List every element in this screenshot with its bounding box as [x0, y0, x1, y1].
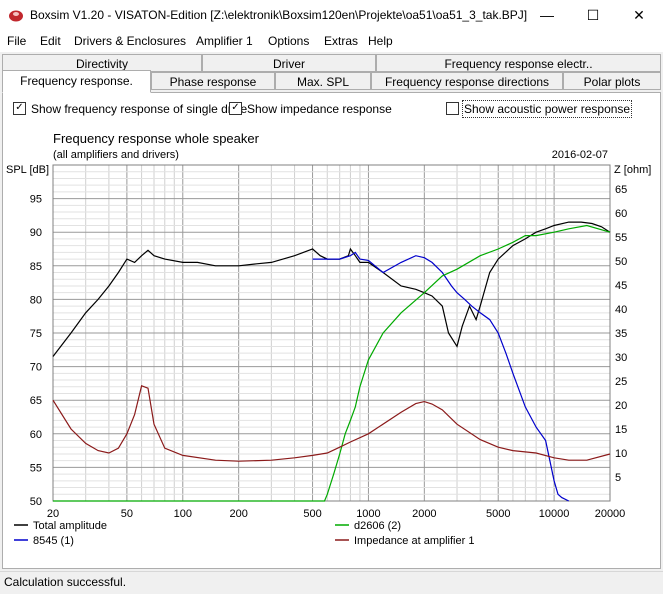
maximize-button[interactable]: ☐	[586, 7, 600, 23]
status-bar	[0, 571, 663, 594]
frequency-response-chart: 20 50 100 200 500 1000 2000 5000 10000 20000 95 90 8…	[6, 131, 651, 547]
tab-phase-response[interactable]: Phase response	[151, 72, 275, 90]
y-right-tick-label: 25	[615, 376, 627, 388]
legend-label: Impedance at amplifier 1	[354, 535, 474, 547]
y-axis-right-label: Z [ohm]	[614, 164, 651, 176]
status-text: Calculation successful.	[4, 575, 127, 589]
y-right-tick-label: 40	[615, 304, 627, 316]
y-tick-label: 95	[30, 194, 42, 206]
series-line-2	[53, 224, 611, 502]
tab-frequency-response-electr[interactable]: Frequency response electr..	[376, 54, 661, 72]
menu-help[interactable]: Help	[368, 34, 393, 48]
title-bar	[0, 0, 663, 30]
legend-label: Total amplitude	[33, 520, 107, 532]
chart-date: 2016-02-07	[552, 149, 608, 161]
single-drive-checkbox[interactable]: ✓	[13, 102, 26, 115]
y-right-tick-label: 50	[615, 256, 627, 268]
x-tick-label: 50	[121, 508, 133, 520]
y-axis-label: SPL [dB]	[6, 164, 49, 176]
menu-bar	[0, 30, 663, 52]
legend-label: d2606 (2)	[354, 520, 401, 532]
close-button[interactable]: ✕	[633, 7, 645, 23]
tab-frequency-response-directions[interactable]: Frequency response directions	[371, 72, 563, 90]
x-tick-label: 200	[229, 508, 247, 520]
boxsim-app-icon	[9, 10, 23, 22]
tab-driver[interactable]: Driver	[202, 54, 376, 72]
y-right-tick-label: 10	[615, 448, 627, 460]
y-right-tick-label: 5	[615, 472, 621, 484]
acoustic-power-label: Show acoustic power response	[462, 100, 633, 118]
x-tick-label: 20	[47, 508, 59, 520]
legend-label: 8545 (1)	[33, 535, 74, 547]
menu-edit[interactable]: Edit	[40, 34, 61, 48]
series-line-0	[52, 221, 611, 357]
x-tick-label: 20000	[595, 508, 626, 520]
y-right-tick-label: 15	[615, 424, 627, 436]
y-right-tick-label: 65	[615, 184, 627, 196]
menu-amplifier-1[interactable]: Amplifier 1	[196, 34, 253, 48]
x-tick-label: 500	[303, 508, 321, 520]
x-tick-label: 1000	[356, 508, 380, 520]
chart-title: Frequency response whole speaker	[53, 131, 260, 146]
tab-polar-plots[interactable]: Polar plots	[563, 72, 661, 90]
impedance-label: Show impedance response	[247, 102, 392, 116]
menu-extras[interactable]: Extras	[324, 34, 359, 48]
chart-subtitle: (all amplifiers and drivers)	[53, 149, 179, 161]
menu-drivers-enclosures[interactable]: Drivers & Enclosures	[74, 34, 187, 48]
plot-frame	[52, 164, 611, 502]
y-tick-label: 85	[30, 261, 42, 273]
y-tick-label: 65	[30, 395, 42, 407]
y-right-tick-label: 35	[615, 328, 627, 340]
x-tick-label: 2000	[412, 508, 436, 520]
minimize-button[interactable]: —	[540, 7, 554, 23]
series-line-1	[312, 251, 570, 502]
impedance-checkbox[interactable]: ✓	[229, 102, 242, 115]
tab-max-spl[interactable]: Max. SPL	[275, 72, 371, 90]
x-tick-label: 5000	[486, 508, 510, 520]
y-right-tick-label: 55	[615, 232, 627, 244]
y-tick-label: 75	[30, 328, 42, 340]
single-drive-label: Show frequency response of single drive	[31, 102, 248, 116]
chart-legend: Total amplitude 8545 (1) d2606 (2) Impedanc…	[14, 520, 474, 547]
chart-series	[52, 221, 611, 502]
y-tick-label: 60	[30, 429, 42, 441]
y-tick-label: 55	[30, 462, 42, 474]
menu-file[interactable]: File	[7, 34, 27, 48]
y-right-tick-label: 30	[615, 352, 627, 364]
tab-frequency-response[interactable]: Frequency response.	[2, 70, 151, 93]
x-tick-label: 10000	[539, 508, 570, 520]
y-right-tick-label: 60	[615, 208, 627, 220]
series-line-3	[52, 385, 611, 462]
y-right-tick-label: 45	[615, 280, 627, 292]
y-tick-label: 80	[30, 294, 42, 306]
chart-grid: 20 50 100 200 500 1000 2000 5000 10000 20000 95 90 8…	[30, 164, 627, 520]
window-title: Boxsim V1.20 - VISATON-Edition [Z:\elekt…	[30, 8, 528, 22]
menu-options[interactable]: Options	[268, 34, 310, 48]
acoustic-power-checkbox[interactable]	[446, 102, 459, 115]
y-right-tick-label: 20	[615, 400, 627, 412]
y-tick-label: 90	[30, 227, 42, 239]
y-tick-label: 50	[30, 496, 42, 508]
x-tick-label: 100	[174, 508, 192, 520]
y-tick-label: 70	[30, 362, 42, 374]
